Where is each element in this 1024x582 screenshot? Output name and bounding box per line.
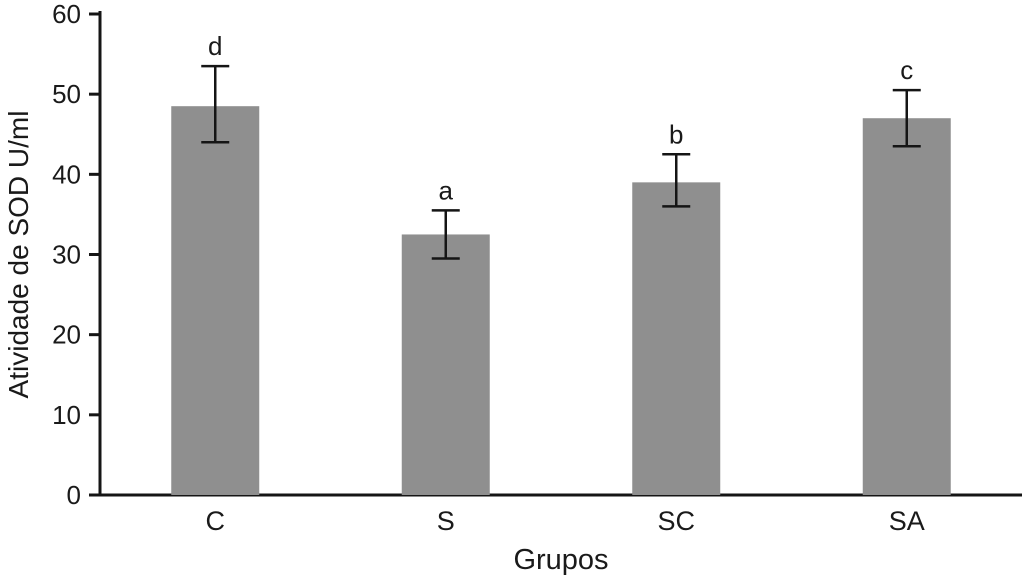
bar-C — [171, 106, 260, 496]
x-tick-label-SC: SC — [657, 506, 695, 536]
x-tick-label-S: S — [437, 506, 455, 536]
y-axis-title: Atividade de SOD U/ml — [3, 111, 34, 399]
bar-SC — [632, 182, 721, 495]
y-tick-label: 60 — [52, 0, 81, 29]
bar-SA — [862, 118, 951, 495]
sig-letter-S: a — [439, 175, 454, 205]
y-tick-label: 40 — [52, 159, 81, 189]
y-tick-label: 50 — [52, 79, 81, 109]
sig-letter-SC: b — [669, 119, 683, 149]
x-tick-label-C: C — [206, 506, 226, 536]
x-axis-title: Grupos — [513, 544, 608, 576]
sig-letter-C: d — [208, 31, 222, 61]
bar-S — [401, 234, 490, 496]
y-tick-label: 10 — [52, 400, 81, 430]
x-tick-label-SA: SA — [889, 506, 925, 536]
y-tick-label: 20 — [52, 320, 81, 350]
sig-letter-SA: c — [900, 55, 913, 85]
y-tick-label: 30 — [52, 240, 81, 270]
y-tick-label: 0 — [67, 480, 81, 510]
